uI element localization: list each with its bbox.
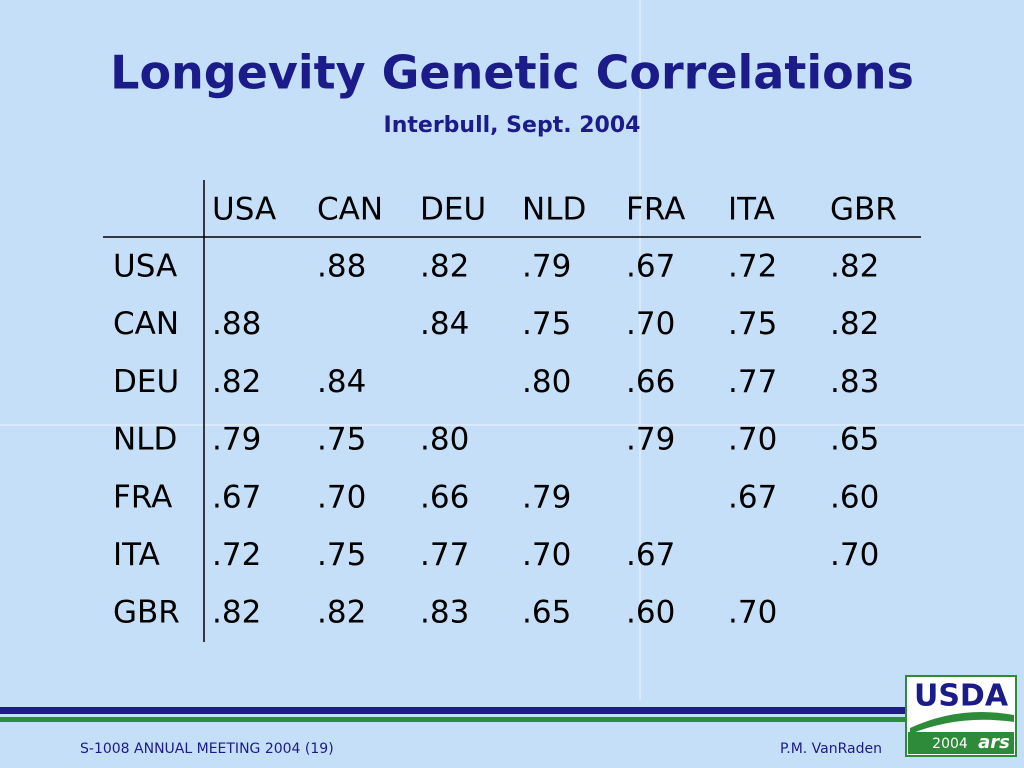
table-cell: .66 xyxy=(626,364,675,400)
column-header: ITA xyxy=(728,192,775,228)
table-cell: .80 xyxy=(420,422,469,458)
logo-year: 2004 xyxy=(932,736,968,752)
table-cell: .65 xyxy=(522,595,571,631)
table-cell: .70 xyxy=(728,422,777,458)
row-header: NLD xyxy=(113,422,177,458)
table-cell: .72 xyxy=(212,537,261,573)
table-cell: .70 xyxy=(626,306,675,342)
table-cell: .79 xyxy=(212,422,261,458)
row-header: ITA xyxy=(113,537,160,573)
table-cell: .70 xyxy=(522,537,571,573)
table-cell: .75 xyxy=(317,422,366,458)
column-header: FRA xyxy=(626,192,685,228)
footer-right: P.M. VanRaden xyxy=(780,741,882,757)
row-header: GBR xyxy=(113,595,180,631)
title: Longevity Genetic Correlations xyxy=(110,46,914,100)
table-cell: .83 xyxy=(420,595,469,631)
row-header: DEU xyxy=(113,364,179,400)
row-header: CAN xyxy=(113,306,179,342)
logo-band xyxy=(908,732,1014,754)
table-cell: .67 xyxy=(626,249,675,285)
table-cell: .79 xyxy=(626,422,675,458)
table-cell: .88 xyxy=(212,306,261,342)
table-cell: .77 xyxy=(420,537,469,573)
table-cell: .60 xyxy=(830,479,879,515)
column-header: DEU xyxy=(420,192,486,228)
table-cell: .75 xyxy=(728,306,777,342)
table-cell: .60 xyxy=(626,595,675,631)
table-cell: .70 xyxy=(728,595,777,631)
table-cell: .84 xyxy=(317,364,366,400)
logo-name: USDA xyxy=(914,679,1009,714)
row-header: USA xyxy=(113,249,177,285)
stripe xyxy=(0,707,905,714)
table-cell: .82 xyxy=(830,306,879,342)
table-cell: .67 xyxy=(626,537,675,573)
logo-agency: ars xyxy=(978,732,1010,753)
table-cell: .84 xyxy=(420,306,469,342)
table-cell: .70 xyxy=(830,537,879,573)
table-cell: .75 xyxy=(522,306,571,342)
table-cell: .82 xyxy=(212,595,261,631)
table-cell: .65 xyxy=(830,422,879,458)
column-header: GBR xyxy=(830,192,897,228)
table-cell: .67 xyxy=(728,479,777,515)
column-header: NLD xyxy=(522,192,586,228)
table-cell: .80 xyxy=(522,364,571,400)
column-header: CAN xyxy=(317,192,383,228)
table-cell: .66 xyxy=(420,479,469,515)
table-cell: .79 xyxy=(522,479,571,515)
table-cell: .82 xyxy=(830,249,879,285)
stripe xyxy=(0,717,905,722)
table-cell: .79 xyxy=(522,249,571,285)
table-cell: .72 xyxy=(728,249,777,285)
row-header: FRA xyxy=(113,479,172,515)
table-cell: .88 xyxy=(317,249,366,285)
table-cell: .75 xyxy=(317,537,366,573)
logo: USDA 2004 ars xyxy=(905,675,1017,757)
table-cell: .70 xyxy=(317,479,366,515)
table-cell: .83 xyxy=(830,364,879,400)
table-cell: .82 xyxy=(212,364,261,400)
subtitle: Interbull, Sept. 2004 xyxy=(384,113,641,138)
table-cell: .82 xyxy=(420,249,469,285)
logo-swoosh xyxy=(910,711,1014,734)
column-header: USA xyxy=(212,192,276,228)
table: USA CAN DEU NLD FRA ITA GBR USA .88 .82 .79 .67 .72.… xyxy=(113,192,897,631)
table-cell: .82 xyxy=(317,595,366,631)
table-cell: .77 xyxy=(728,364,777,400)
footer-left: S-1008 ANNUAL MEETING 2004 (19) xyxy=(80,741,334,757)
table-cell: .67 xyxy=(212,479,261,515)
